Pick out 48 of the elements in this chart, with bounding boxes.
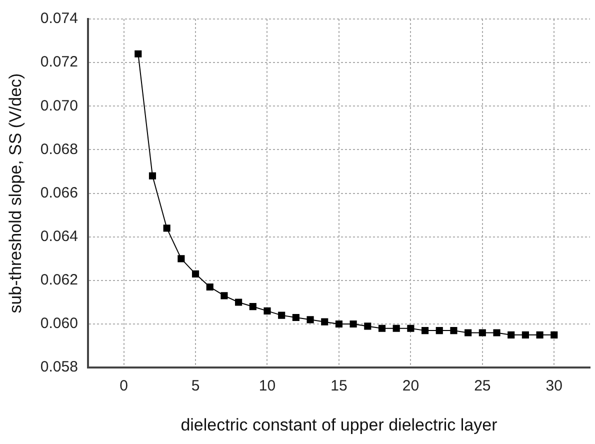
point xyxy=(350,320,357,328)
y-tick-label: 0.066 xyxy=(40,184,78,202)
point xyxy=(508,331,515,338)
point xyxy=(478,329,486,336)
y-tick-label: 0.060 xyxy=(40,315,78,332)
point xyxy=(536,331,544,338)
point xyxy=(206,283,214,291)
point xyxy=(464,329,472,336)
point xyxy=(321,318,328,326)
y-tick-label: 0.074 xyxy=(40,10,78,28)
point xyxy=(493,329,500,336)
x-tick-label: 25 xyxy=(474,378,491,395)
x-tick-label: 15 xyxy=(330,378,348,395)
point xyxy=(292,314,300,322)
point xyxy=(522,331,529,338)
point xyxy=(235,298,242,306)
y-tick-label: 0.070 xyxy=(40,97,78,114)
y-tick-label: 0.058 xyxy=(40,358,78,376)
point xyxy=(178,255,185,262)
y-tick-label: 0.062 xyxy=(40,272,78,289)
point xyxy=(278,312,286,319)
x-tick-label: 20 xyxy=(402,378,420,395)
point xyxy=(364,322,372,330)
point xyxy=(335,320,343,328)
point xyxy=(450,327,458,334)
y-tick-label: 0.064 xyxy=(40,228,78,246)
y-tick-label: 0.068 xyxy=(40,140,78,158)
point xyxy=(550,331,558,338)
x-tick-label: 10 xyxy=(258,378,276,395)
point xyxy=(436,327,443,334)
point xyxy=(163,224,170,232)
point xyxy=(220,292,228,300)
x-tick-label: 0 xyxy=(120,378,128,395)
point xyxy=(249,303,256,310)
point xyxy=(148,172,156,180)
point xyxy=(378,324,386,332)
point xyxy=(407,324,414,332)
x-axis-title: dielectric constant of upper dielectric layer xyxy=(180,415,498,434)
point xyxy=(392,324,400,332)
y-tick-label: 0.072 xyxy=(40,54,78,71)
x-tick-label: 30 xyxy=(546,378,562,395)
point xyxy=(192,270,200,278)
point xyxy=(306,316,314,324)
point xyxy=(264,307,271,314)
x-tick-label: 5 xyxy=(191,378,200,395)
point xyxy=(134,50,142,58)
point xyxy=(422,327,429,334)
y-axis-title: sub-threshold slope, SS (V/dec) xyxy=(6,73,25,314)
